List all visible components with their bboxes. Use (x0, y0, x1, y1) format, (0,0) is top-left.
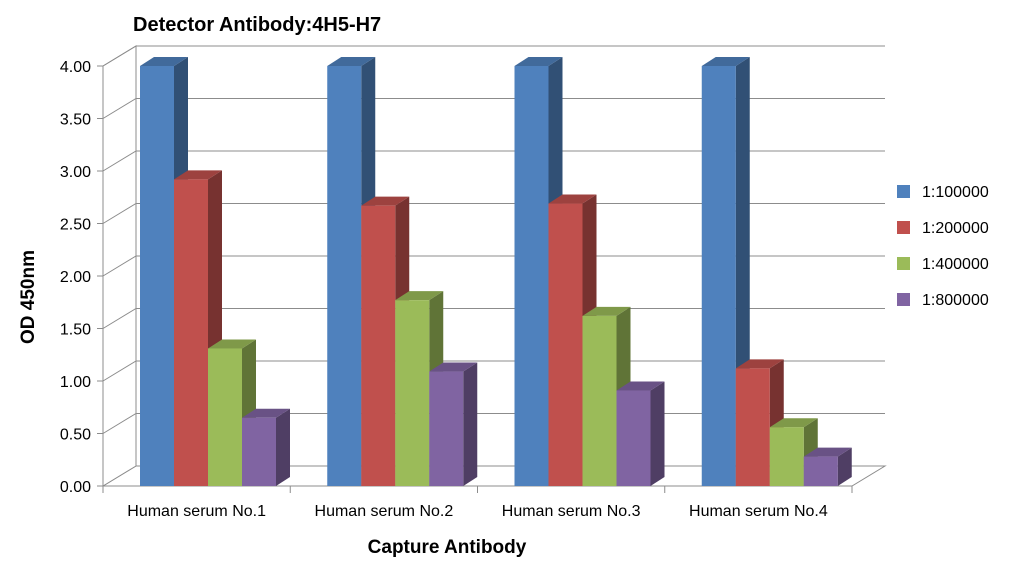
bar-top (140, 57, 188, 66)
bar-side (463, 362, 478, 486)
y-tick-label: 2.50 (60, 217, 91, 234)
bar (327, 57, 376, 486)
bar-front (208, 348, 242, 486)
bars (140, 57, 852, 487)
bar-front (140, 66, 174, 486)
x-tick-label: Human serum No.3 (502, 503, 641, 520)
bar-front (174, 179, 208, 486)
bar (803, 447, 852, 486)
y-tick-label: 2.00 (60, 269, 91, 286)
y-axis-title: OD 450nm (18, 250, 39, 344)
legend: 1:100000 1:200000 1:400000 1:800000 (897, 184, 989, 309)
x-tick-label: Human serum No.1 (127, 503, 266, 520)
legend-swatch (897, 185, 910, 198)
y-tick-labels: 0.00 0.50 1.00 1.50 2.00 2.50 3.00 3.50 4.00 (60, 59, 91, 496)
x-tick-labels: Human serum No.1 Human serum No.2 Human se… (127, 503, 828, 520)
bar-top (582, 306, 631, 316)
gridline (102, 98, 885, 119)
legend-swatch (897, 257, 910, 270)
bar-front (361, 205, 396, 486)
bar-top (242, 408, 290, 418)
gridline (102, 308, 885, 329)
bar-side (650, 381, 665, 486)
bar-front (429, 371, 464, 486)
bar-top (735, 359, 784, 369)
bar-top (361, 196, 410, 206)
bar-side (276, 408, 290, 486)
x-tick-label: Human serum No.2 (315, 503, 454, 520)
bar-front (327, 66, 362, 486)
legend-swatch (897, 293, 910, 306)
y-tick-label: 3.00 (60, 164, 91, 181)
bar-top (327, 57, 376, 66)
y-tick-label: 1.00 (60, 374, 91, 391)
bar-front (548, 203, 583, 487)
bar-front (395, 300, 430, 486)
gridlines (102, 45, 885, 434)
y-tick-label: 0.00 (60, 479, 91, 496)
bar-top (514, 57, 563, 66)
legend-item: 1:400000 (897, 256, 989, 273)
legend-item: 1:100000 (897, 184, 989, 201)
bar-front (582, 315, 617, 486)
x-axis-title: Capture Antibody (368, 537, 527, 558)
bar-front (514, 66, 549, 486)
gridline (102, 45, 885, 67)
bar-top (548, 194, 597, 204)
bar (582, 306, 631, 486)
legend-label: 1:800000 (922, 292, 989, 309)
chart-title: Detector Antibody:4H5-H7 (133, 14, 381, 36)
bar-top (429, 362, 478, 372)
y-tick-label: 0.50 (60, 427, 91, 444)
bar (429, 362, 478, 486)
y-tick-label: 1.50 (60, 322, 91, 339)
x-tick-label: Human serum No.4 (689, 503, 828, 520)
bar-front (616, 390, 651, 486)
bar-top (174, 170, 222, 180)
bar-top (395, 291, 444, 301)
y-tick-label: 4.00 (60, 59, 91, 76)
bar (242, 408, 290, 486)
gridline (102, 360, 885, 382)
bar-top (769, 418, 818, 428)
bar-top (803, 447, 852, 457)
bar (616, 381, 665, 486)
gridline (102, 203, 885, 224)
gridline (102, 255, 885, 277)
y-tick-label: 3.50 (60, 112, 91, 129)
legend-item: 1:800000 (897, 292, 989, 309)
legend-label: 1:400000 (922, 256, 989, 273)
bar-front (701, 66, 736, 486)
bar-front (769, 427, 804, 486)
bar (769, 418, 818, 486)
bar-top (208, 339, 256, 349)
bar-front (242, 417, 276, 486)
axes (97, 65, 853, 493)
legend-item: 1:200000 (897, 220, 989, 237)
gridline (102, 150, 885, 172)
legend-swatch (897, 221, 910, 234)
legend-label: 1:100000 (922, 184, 989, 201)
bar-side (837, 447, 852, 486)
bar-top (616, 381, 665, 391)
bar-front (735, 368, 770, 486)
bar-top (701, 57, 750, 66)
bar-front (803, 456, 838, 486)
legend-label: 1:200000 (922, 220, 989, 237)
